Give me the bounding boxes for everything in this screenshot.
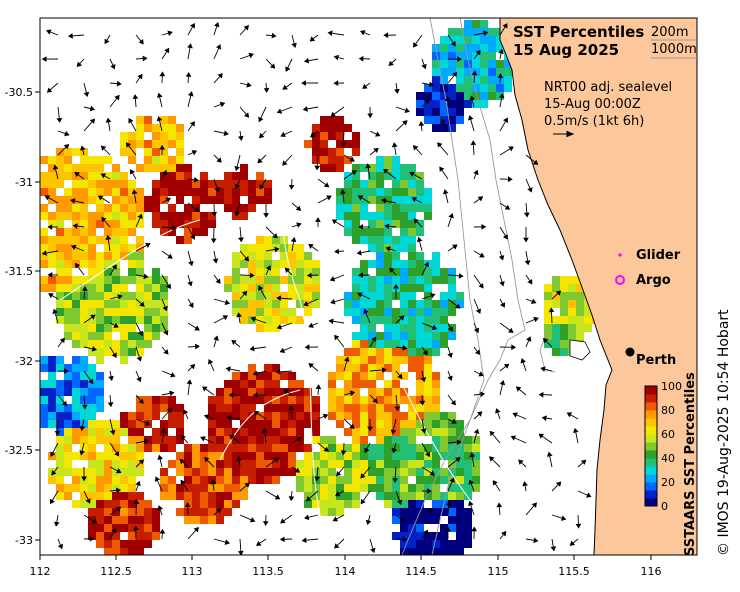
colorbar-tick-label: 80 (661, 404, 675, 417)
colorbar-swatch (645, 394, 657, 403)
colorbar-swatch (645, 474, 657, 483)
map-title-line2: 15 Aug 2025 (513, 41, 619, 59)
sealevel-contours (59, 18, 471, 555)
x-axis: 112 112.5 113 113.5 114 114.5 115 115.5 116 (30, 555, 662, 578)
colorbar-swatch (645, 402, 657, 411)
colorbar-swatch (645, 410, 657, 419)
colorbar-tick-label: 0 (661, 500, 668, 513)
glider-legend-label: Glider (636, 248, 681, 263)
colorbar: 100 80 60 40 20 0 (644, 380, 682, 513)
x-tick-label: 116 (641, 565, 662, 578)
sealevel-source: NRT00 adj. sealevel (544, 80, 672, 95)
x-tick-label: 113.5 (252, 565, 284, 578)
colorbar-tick-label: 100 (661, 380, 682, 393)
credit-text: © IMOS 19-Aug-2025 10:54 Hobart (716, 309, 732, 556)
colorbar-frame (644, 385, 658, 507)
colorbar-swatch (645, 466, 657, 475)
current-vectors (41, 21, 592, 555)
argo-legend-label: Argo (636, 273, 671, 288)
colorbar-swatch (645, 426, 657, 435)
colorbar-swatch (645, 482, 657, 491)
estuary (569, 339, 591, 361)
perth-label: Perth (636, 353, 676, 368)
x-tick-label: 113 (182, 565, 203, 578)
sst-percentile-field (40, 20, 600, 555)
x-tick-label: 112 (30, 565, 51, 578)
colorbar-swatch (645, 434, 657, 443)
y-tick-label: -31.5 (5, 265, 33, 278)
colorbar-swatch (645, 498, 657, 507)
y-axis: -30.5 -31 -31.5 -32 -32.5 -33 (5, 86, 40, 547)
y-tick-label: -32 (15, 355, 33, 368)
y-tick-label: -32.5 (5, 444, 33, 457)
glider-marker-icon (618, 253, 622, 257)
x-tick-label: 114.5 (405, 565, 437, 578)
plot-frame (39, 17, 698, 556)
x-tick-label: 112.5 (100, 565, 132, 578)
colorbar-swatch (645, 442, 657, 451)
colorbar-swatch (645, 386, 657, 395)
colorbar-swatch (645, 458, 657, 467)
map-title-line1: SST Percentiles (513, 23, 644, 41)
colorbar-swatch (645, 418, 657, 427)
y-tick-label: -30.5 (5, 86, 33, 99)
x-tick-label: 115.5 (558, 565, 590, 578)
y-tick-label: -33 (15, 534, 33, 547)
x-tick-label: 114 (335, 565, 356, 578)
isobath-label-1000m: 1000m (651, 42, 697, 57)
colorbar-tick-label: 20 (661, 476, 675, 489)
colorbar-swatch (645, 490, 657, 499)
scale-arrow-icon (553, 130, 575, 138)
colorbar-tick-label: 60 (661, 428, 675, 441)
argo-marker-icon (615, 275, 625, 285)
colorbar-label: SSTAARS SST Percentiles (683, 372, 698, 556)
sealevel-scale: 0.5m/s (1kt 6h) (544, 114, 644, 129)
isobath-label-200m: 200m (651, 25, 688, 40)
sealevel-time: 15-Aug 00:00Z (544, 97, 641, 112)
x-tick-label: 115 (488, 565, 509, 578)
colorbar-tick-label: 40 (661, 452, 675, 465)
perth-marker-icon (625, 347, 635, 357)
colorbar-swatch (645, 450, 657, 459)
y-tick-label: -31 (15, 176, 33, 189)
